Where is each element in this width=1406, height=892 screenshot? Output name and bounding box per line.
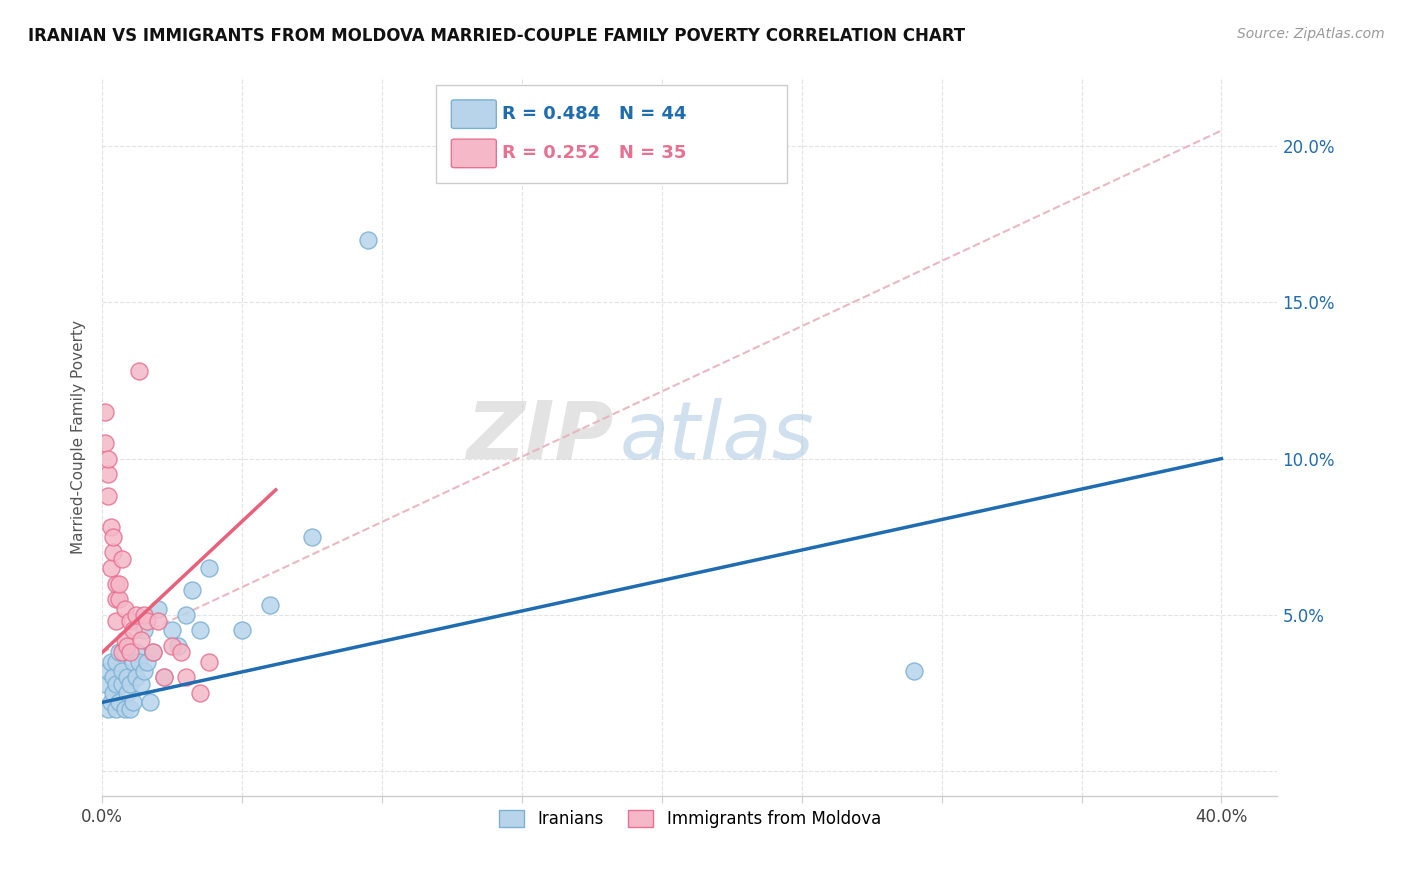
Point	[105, 592, 128, 607]
Point	[100, 695, 122, 709]
Text: R = 0.484   N = 44: R = 0.484 N = 44	[502, 105, 686, 123]
Point	[174, 670, 197, 684]
Point	[97, 701, 120, 715]
Point	[108, 695, 131, 709]
Point	[105, 655, 128, 669]
Point	[146, 601, 169, 615]
Point	[134, 607, 156, 622]
Point	[103, 545, 125, 559]
Point	[122, 624, 145, 638]
Point	[111, 676, 134, 690]
Point	[131, 632, 153, 647]
Point	[136, 614, 159, 628]
Point	[114, 632, 136, 647]
Point	[100, 561, 122, 575]
Point	[100, 655, 122, 669]
Point	[103, 530, 125, 544]
Point	[152, 670, 174, 684]
Point	[197, 655, 219, 669]
Point	[105, 701, 128, 715]
Point	[136, 655, 159, 669]
Point	[169, 645, 191, 659]
Point	[128, 655, 150, 669]
Point	[128, 364, 150, 378]
Point	[131, 676, 153, 690]
Point	[114, 645, 136, 659]
Point	[188, 624, 211, 638]
Point	[105, 676, 128, 690]
Point	[100, 520, 122, 534]
Point	[97, 451, 120, 466]
Point	[122, 655, 145, 669]
Point	[903, 664, 925, 678]
Point	[197, 561, 219, 575]
Point	[120, 645, 142, 659]
Point	[231, 624, 253, 638]
Point	[160, 639, 183, 653]
Point	[180, 582, 202, 597]
Point	[134, 664, 156, 678]
Point	[105, 614, 128, 628]
Point	[152, 670, 174, 684]
Point	[142, 645, 165, 659]
Point	[117, 639, 139, 653]
Point	[94, 676, 117, 690]
Text: IRANIAN VS IMMIGRANTS FROM MOLDOVA MARRIED-COUPLE FAMILY POVERTY CORRELATION CHA: IRANIAN VS IMMIGRANTS FROM MOLDOVA MARRI…	[28, 27, 966, 45]
Point	[111, 551, 134, 566]
Point	[125, 607, 148, 622]
Point	[108, 645, 131, 659]
Point	[166, 639, 188, 653]
Point	[97, 467, 120, 482]
Point	[94, 436, 117, 450]
Point	[117, 670, 139, 684]
Point	[108, 592, 131, 607]
Text: R = 0.252   N = 35: R = 0.252 N = 35	[502, 145, 686, 162]
Point	[188, 686, 211, 700]
Point	[120, 614, 142, 628]
Point	[125, 645, 148, 659]
Text: atlas: atlas	[619, 398, 814, 475]
Text: ZIP: ZIP	[465, 398, 613, 475]
Point	[301, 530, 323, 544]
Point	[142, 645, 165, 659]
Point	[139, 695, 162, 709]
Point	[357, 233, 380, 247]
Point	[134, 624, 156, 638]
Point	[146, 614, 169, 628]
Point	[114, 701, 136, 715]
Point	[94, 405, 117, 419]
Text: Source: ZipAtlas.com: Source: ZipAtlas.com	[1237, 27, 1385, 41]
Point	[125, 670, 148, 684]
Point	[97, 489, 120, 503]
Legend: Iranians, Immigrants from Moldova: Iranians, Immigrants from Moldova	[492, 803, 887, 835]
Point	[120, 701, 142, 715]
Point	[120, 676, 142, 690]
Point	[259, 599, 281, 613]
Point	[108, 576, 131, 591]
Point	[111, 645, 134, 659]
Point	[97, 664, 120, 678]
Point	[103, 686, 125, 700]
Point	[114, 601, 136, 615]
Point	[174, 607, 197, 622]
Y-axis label: Married-Couple Family Poverty: Married-Couple Family Poverty	[72, 319, 86, 554]
Point	[117, 686, 139, 700]
Point	[122, 695, 145, 709]
Point	[160, 624, 183, 638]
Point	[111, 664, 134, 678]
Point	[105, 576, 128, 591]
Point	[103, 670, 125, 684]
